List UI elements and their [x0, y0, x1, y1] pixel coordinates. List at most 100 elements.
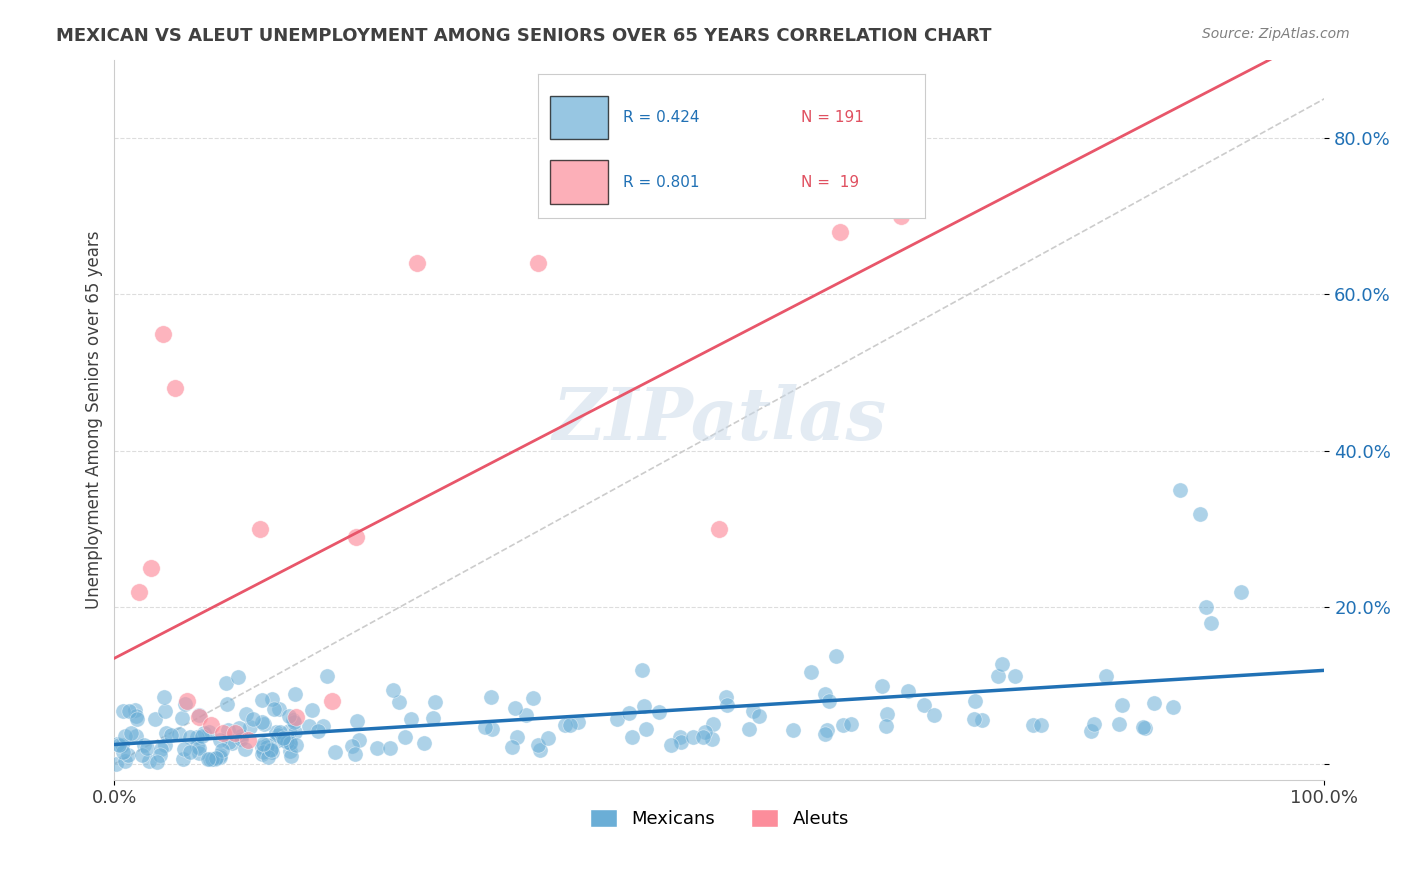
Point: [890, 209, 912, 223]
Point: [153, 690, 176, 705]
Point: [276, 735, 298, 749]
Point: [702, 731, 724, 746]
Point: [105, 737, 128, 751]
Point: [228, 722, 250, 736]
Point: [114, 754, 136, 768]
Point: [280, 736, 302, 750]
Point: [972, 714, 994, 728]
Point: [145, 755, 167, 769]
Point: [273, 731, 295, 745]
Point: [278, 723, 301, 738]
Point: [1230, 584, 1253, 599]
Point: [621, 730, 644, 744]
Point: [347, 733, 370, 747]
Point: [260, 692, 283, 706]
Point: [897, 683, 920, 698]
Point: [187, 746, 209, 760]
Point: [153, 704, 176, 718]
Legend: Mexicans, Aleuts: Mexicans, Aleuts: [582, 802, 856, 836]
Point: [648, 705, 671, 719]
Point: [186, 739, 208, 753]
Point: [139, 561, 162, 575]
Point: [515, 707, 537, 722]
Point: [661, 738, 683, 752]
Point: [307, 724, 329, 739]
Point: [264, 724, 287, 739]
Point: [423, 695, 446, 709]
Point: [198, 752, 221, 766]
Point: [692, 730, 714, 744]
Point: [250, 747, 273, 762]
Point: [229, 732, 252, 747]
Point: [218, 735, 240, 749]
Point: [1161, 700, 1184, 714]
Point: [991, 657, 1014, 671]
Point: [278, 733, 301, 747]
Point: [280, 736, 302, 750]
Point: [283, 713, 305, 727]
Point: [924, 707, 946, 722]
Point: [264, 733, 287, 747]
Point: [229, 729, 252, 743]
Point: [1135, 721, 1157, 735]
Point: [1094, 668, 1116, 682]
Point: [870, 679, 893, 693]
Point: [209, 733, 232, 747]
Point: [250, 693, 273, 707]
Point: [215, 697, 238, 711]
Point: [301, 702, 323, 716]
Point: [1189, 507, 1212, 521]
Point: [127, 712, 149, 726]
Point: [197, 752, 219, 766]
Point: [131, 748, 153, 763]
Point: [155, 726, 177, 740]
Point: [253, 716, 276, 731]
Point: [1143, 696, 1166, 710]
Point: [325, 745, 347, 759]
Point: [200, 718, 222, 732]
Point: [1195, 600, 1218, 615]
Point: [217, 723, 239, 737]
Point: [1132, 720, 1154, 734]
Point: [388, 695, 411, 709]
Point: [714, 690, 737, 704]
Point: [256, 739, 278, 754]
Point: [394, 731, 416, 745]
Point: [186, 731, 208, 745]
Point: [215, 676, 238, 690]
Point: [173, 741, 195, 756]
Point: [818, 694, 841, 708]
Point: [814, 727, 837, 741]
Point: [315, 669, 337, 683]
Point: [501, 739, 523, 754]
Point: [155, 739, 177, 753]
Point: [1199, 616, 1222, 631]
Point: [278, 709, 301, 723]
Point: [108, 738, 131, 752]
Point: [875, 718, 897, 732]
Point: [481, 722, 503, 736]
Point: [474, 721, 496, 735]
Point: [201, 752, 224, 766]
Point: [209, 750, 232, 764]
Point: [560, 717, 582, 731]
Point: [233, 742, 256, 756]
Point: [205, 751, 228, 765]
Point: [163, 381, 186, 395]
Point: [143, 712, 166, 726]
Point: [111, 738, 134, 752]
Point: [1004, 668, 1026, 682]
Point: [366, 740, 388, 755]
Point: [963, 694, 986, 708]
Point: [522, 690, 544, 705]
Point: [136, 740, 159, 755]
Point: [249, 522, 271, 536]
Point: [128, 584, 150, 599]
Point: [284, 687, 307, 701]
Point: [631, 663, 654, 677]
Point: [825, 648, 848, 663]
Point: [114, 730, 136, 744]
Point: [257, 749, 280, 764]
Point: [117, 747, 139, 762]
Point: [239, 720, 262, 734]
